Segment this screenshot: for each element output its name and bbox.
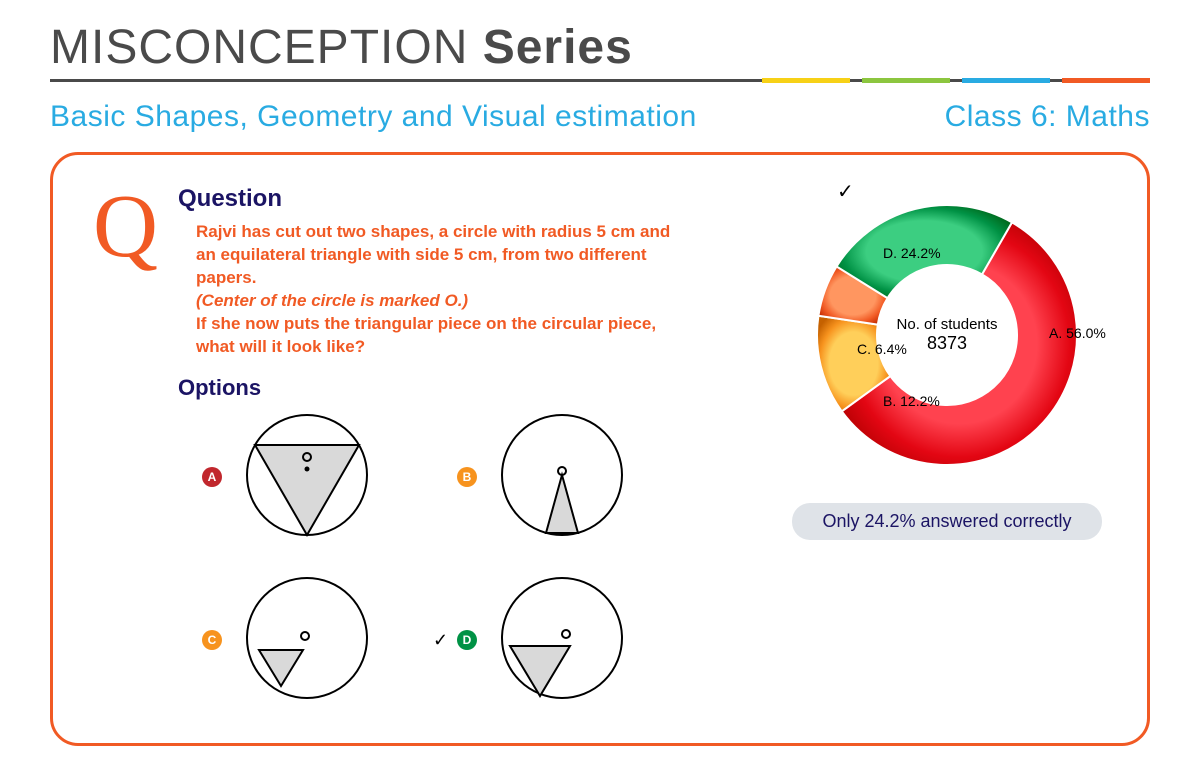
option-d: ✓D (433, 568, 678, 713)
options-heading: Options (178, 375, 747, 401)
class-label: Class 6: Maths (945, 100, 1150, 134)
option-badge: C (202, 630, 222, 650)
donut-center: No. of students 8373 (897, 316, 998, 354)
topic-title: Basic Shapes, Geometry and Visual estima… (50, 100, 697, 134)
subtitle-row: Basic Shapes, Geometry and Visual estima… (50, 100, 1150, 134)
question-heading: Question (178, 185, 747, 213)
page-title: MISCONCEPTION Series (50, 20, 633, 75)
page: MISCONCEPTION Series Basic Shapes, Geome… (0, 0, 1200, 776)
strip-3 (962, 78, 1050, 83)
title-bold: Series (483, 21, 633, 74)
result-pill: Only 24.2% answered correctly (792, 503, 1102, 540)
option-diagram (232, 405, 382, 550)
chart-column: ✓ No. of students 8373 A. 56.0%B. 12.2%C… (777, 185, 1117, 713)
question-line: If she now puts the triangular piece on … (196, 313, 676, 336)
option-diagram (487, 568, 637, 713)
title-light: MISCONCEPTION (50, 21, 483, 74)
center-value: 8373 (897, 333, 998, 354)
slice-label: D. 24.2% (883, 245, 941, 261)
option-diagram (487, 405, 637, 550)
color-strips (762, 78, 1150, 83)
slice-label: B. 12.2% (883, 393, 940, 409)
option-c: C (178, 568, 423, 713)
check-icon: ✓ (433, 630, 447, 651)
option-diagram (232, 568, 382, 713)
check-icon: ✓ (837, 179, 854, 204)
title-row: MISCONCEPTION Series (50, 20, 1150, 82)
option-b: B (433, 405, 678, 550)
strip-1 (762, 78, 850, 83)
strip-2 (862, 78, 950, 83)
options-grid: A B C ✓D (178, 405, 678, 713)
option-badge: A (202, 467, 222, 487)
center-label: No. of students (897, 316, 998, 333)
question-card: Q Question Rajvi has cut out two shapes,… (50, 152, 1150, 746)
strip-4 (1062, 78, 1150, 83)
question-text: Rajvi has cut out two shapes, a circle w… (196, 221, 676, 359)
option-a: A (178, 405, 423, 550)
question-line: (Center of the circle is marked O.) (196, 290, 676, 313)
slice-label: C. 6.4% (857, 341, 907, 357)
slice-label: A. 56.0% (1049, 325, 1106, 341)
question-line: Rajvi has cut out two shapes, a circle w… (196, 221, 676, 244)
question-line: an equilateral triangle with side 5 cm, … (196, 244, 676, 290)
option-badge: B (457, 467, 477, 487)
question-line: what will it look like? (196, 336, 676, 359)
option-badge: D (457, 630, 477, 650)
question-column: Question Rajvi has cut out two shapes, a… (178, 185, 757, 713)
q-icon: Q (93, 191, 158, 713)
donut-chart: ✓ No. of students 8373 A. 56.0%B. 12.2%C… (797, 185, 1097, 485)
